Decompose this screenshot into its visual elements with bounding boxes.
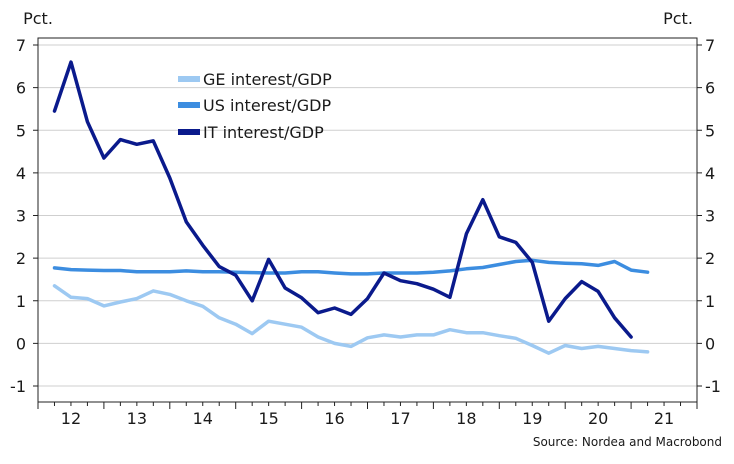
legend-label-us: US interest/GDP: [203, 96, 331, 115]
series-line-us: [52, 258, 650, 276]
gridlines: [38, 44, 697, 387]
x-tick-label: 12: [61, 409, 81, 428]
legend-label-ge: GE interest/GDP: [203, 70, 332, 89]
y-tick-label-left: 6: [16, 79, 26, 98]
y-tick-label-right: 6: [705, 79, 715, 98]
y-axis-unit-right: Pct.: [663, 9, 693, 28]
x-tick-label: 19: [522, 409, 542, 428]
x-tick-label: 21: [654, 409, 674, 428]
y-tick-label-right: 5: [705, 121, 715, 140]
y-tick-label-right: 2: [705, 249, 715, 268]
y-tick-label-right: 7: [705, 36, 715, 55]
y-tick-label-left: -1: [10, 377, 26, 396]
source-note: Source: Nordea and Macrobond: [533, 435, 722, 449]
series-lines: [52, 60, 650, 355]
axis-ticks: -1 -10 01 12 23 34 45 56 67 712 13 14 15 16 17 18 19 20 21: [10, 36, 721, 428]
y-tick-label-left: 1: [16, 292, 26, 311]
y-tick-label-left: 4: [16, 164, 26, 183]
y-tick-label-left: 2: [16, 249, 26, 268]
y-tick-label-right: 0: [705, 334, 715, 353]
legend-label-it: IT interest/GDP: [203, 123, 324, 142]
y-tick-label-left: 3: [16, 207, 26, 226]
legend: GE interest/GDP US interest/GDP IT inter…: [178, 70, 332, 142]
x-tick-label: 14: [193, 409, 213, 428]
x-tick-label: 20: [588, 409, 608, 428]
y-tick-label-right: 1: [705, 292, 715, 311]
x-tick-label: 17: [390, 409, 410, 428]
y-tick-label-left: 0: [16, 334, 26, 353]
x-tick-label: 18: [456, 409, 476, 428]
y-tick-label-left: 5: [16, 121, 26, 140]
x-tick-label: 16: [324, 409, 344, 428]
y-tick-label-right: -1: [705, 377, 721, 396]
y-tick-label-left: 7: [16, 36, 26, 55]
x-tick-label: 15: [258, 409, 278, 428]
series-line-ge: [52, 284, 650, 355]
y-tick-label-right: 3: [705, 207, 715, 226]
x-tick-label: 13: [127, 409, 147, 428]
series-line-it: [52, 60, 633, 339]
y-axis-unit-left: Pct.: [23, 9, 53, 28]
y-tick-label-right: 4: [705, 164, 715, 183]
